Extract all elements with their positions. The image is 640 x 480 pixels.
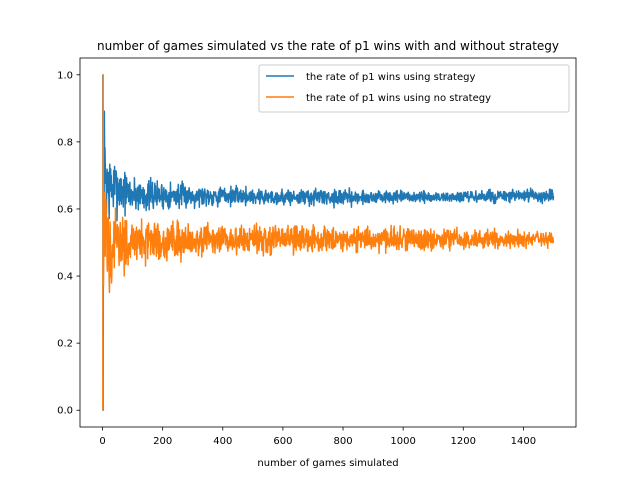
ticks-layer: 0 200 400 600 800 1000 1200 1400 0.0 0.2 0.4 0.6 0.8… xyxy=(57,70,536,447)
y-tick-label: 0.8 xyxy=(57,137,73,148)
x-tick-label: 600 xyxy=(273,436,292,447)
y-tick-label: 0.6 xyxy=(57,204,73,215)
series-line-1 xyxy=(102,74,555,411)
x-tick-label: 800 xyxy=(333,436,352,447)
x-tick-label: 200 xyxy=(153,436,172,447)
x-tick-label: 1200 xyxy=(451,436,476,447)
x-axis-label: number of games simulated xyxy=(257,458,398,469)
y-tick-label: 0.2 xyxy=(57,339,73,350)
axes-layer xyxy=(79,57,577,428)
series-line-0 xyxy=(102,74,555,411)
legend: the rate of p1 wins using strategy the r… xyxy=(258,64,570,113)
x-tick-label: 400 xyxy=(213,436,232,447)
legend-label-strategy: the rate of p1 wins using strategy xyxy=(306,72,475,83)
y-tick-label: 1.0 xyxy=(57,70,73,81)
chart-title: number of games simulated vs the rate of… xyxy=(97,39,559,53)
legend-label-no-strategy: the rate of p1 wins using no strategy xyxy=(306,93,491,104)
x-tick-label: 0 xyxy=(99,436,105,447)
plot-frame xyxy=(79,57,577,428)
y-tick-label: 0.0 xyxy=(57,406,73,417)
x-tick-label: 1400 xyxy=(511,436,536,447)
y-tick-label: 0.4 xyxy=(57,272,73,283)
legend-box xyxy=(258,64,570,113)
x-tick-label: 1000 xyxy=(390,436,415,447)
series-layer xyxy=(102,74,555,411)
